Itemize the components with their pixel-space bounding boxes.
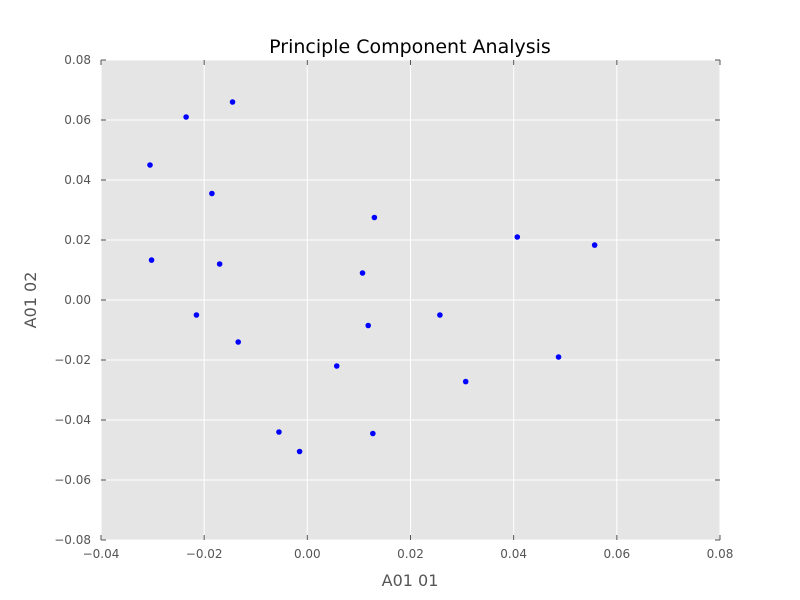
data-point bbox=[209, 190, 215, 197]
data-points bbox=[147, 99, 598, 455]
data-point bbox=[359, 270, 366, 276]
x-tick-label: −0.04 bbox=[83, 547, 120, 561]
data-point bbox=[437, 312, 443, 318]
data-point bbox=[591, 242, 598, 248]
x-tick-label: 0.02 bbox=[397, 547, 424, 561]
data-point bbox=[276, 429, 282, 435]
y-axis-label: A01 02 bbox=[21, 272, 40, 329]
chart-title: Principle Component Analysis bbox=[269, 36, 551, 58]
y-tick-label: 0.08 bbox=[64, 53, 91, 67]
x-tick-label: −0.02 bbox=[186, 547, 223, 561]
data-point bbox=[147, 162, 153, 168]
y-tick-label: −0.06 bbox=[54, 473, 91, 487]
y-tick-label: −0.08 bbox=[54, 533, 91, 547]
y-tick-label: −0.02 bbox=[54, 353, 91, 367]
data-point bbox=[148, 257, 155, 263]
x-tick-label: 0.00 bbox=[294, 547, 321, 561]
x-tick-label: 0.08 bbox=[707, 547, 734, 561]
data-point bbox=[371, 214, 378, 221]
data-point bbox=[370, 430, 376, 437]
data-point bbox=[514, 234, 521, 240]
y-tick-label: 0.00 bbox=[64, 293, 91, 307]
x-tick-label: 0.04 bbox=[500, 547, 527, 561]
y-tick-label: 0.04 bbox=[64, 173, 91, 187]
y-tick-label: 0.06 bbox=[64, 113, 91, 127]
data-point bbox=[333, 363, 340, 369]
data-point bbox=[555, 354, 562, 360]
y-tick-label: −0.04 bbox=[54, 413, 91, 427]
data-point bbox=[229, 99, 236, 105]
data-point bbox=[235, 339, 242, 345]
data-point bbox=[462, 378, 469, 385]
data-point bbox=[216, 261, 223, 267]
y-tick-label: 0.02 bbox=[64, 233, 91, 247]
x-tick-label: 0.06 bbox=[603, 547, 630, 561]
x-tick-labels: −0.04 −0.02 0.00 0.02 0.04 0.06 0.08 bbox=[83, 547, 734, 561]
data-point bbox=[193, 312, 200, 318]
data-point bbox=[183, 114, 189, 120]
data-point bbox=[296, 448, 303, 455]
data-point bbox=[365, 322, 372, 329]
x-axis-label: A01 01 bbox=[382, 571, 439, 590]
axis-ticks bbox=[100, 59, 721, 541]
y-tick-labels: −0.08 −0.06 −0.04 −0.02 0.00 0.02 0.04 0.06 0.08 bbox=[54, 53, 91, 547]
